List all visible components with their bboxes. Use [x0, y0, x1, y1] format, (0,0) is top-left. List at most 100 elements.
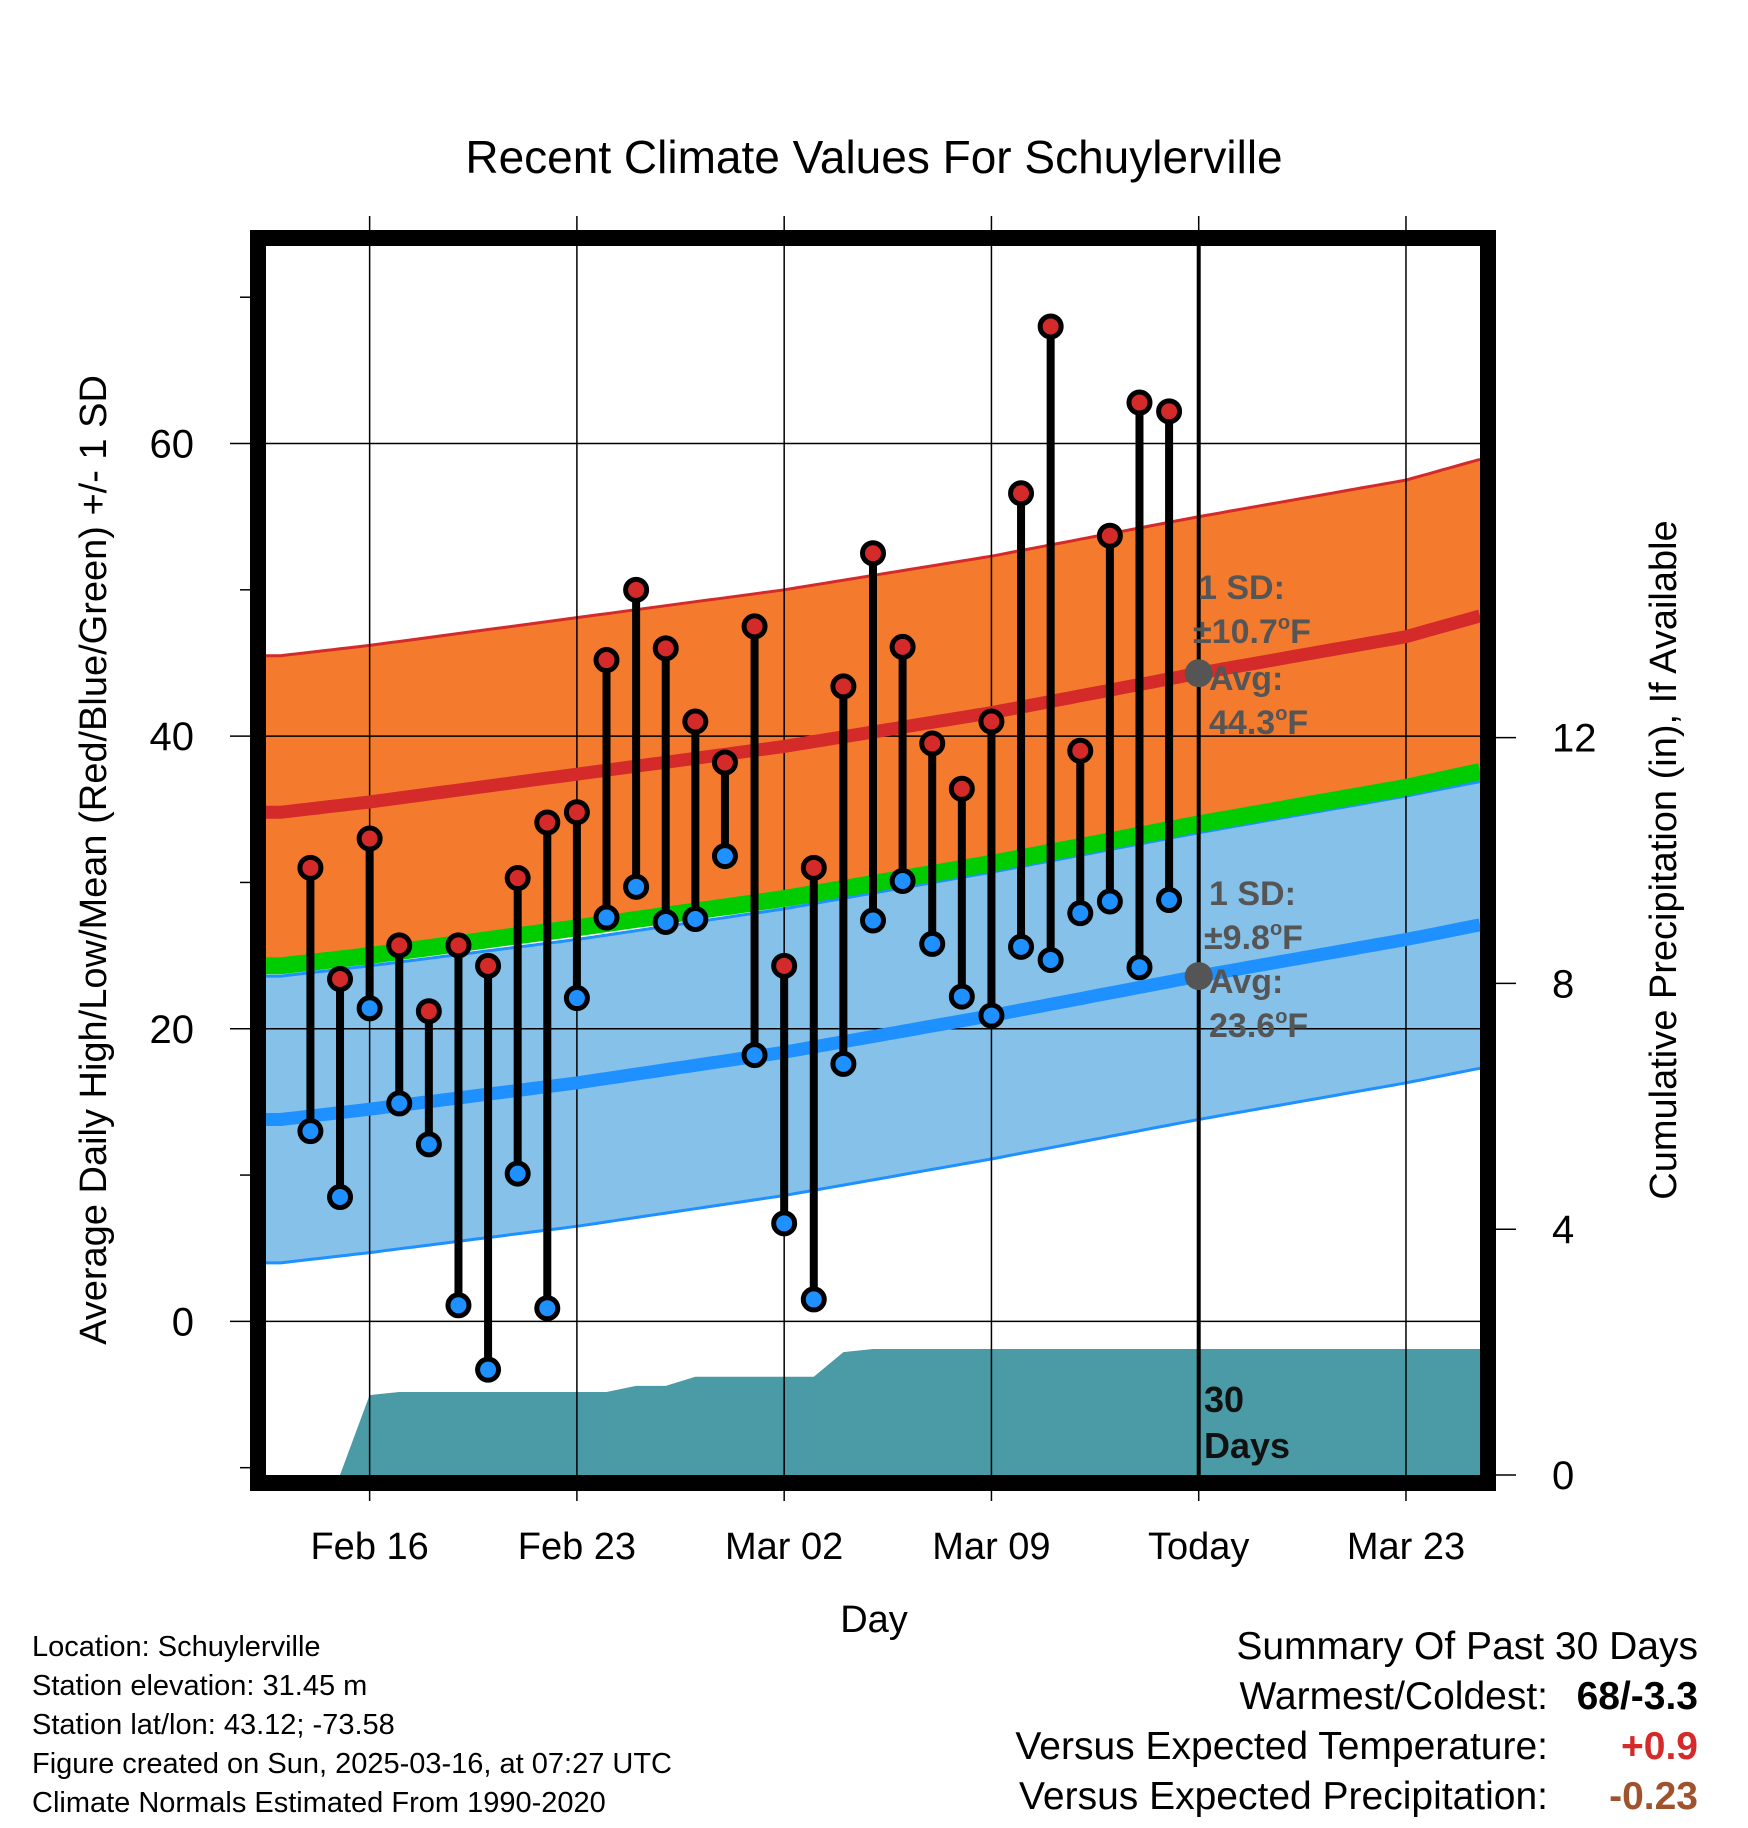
- low-normal-line: [266, 918, 1482, 1126]
- high-temp-point: [978, 708, 1005, 735]
- high-temp-point: [445, 932, 472, 959]
- warmest-label: Warmest/Coldest:: [1239, 1675, 1548, 1718]
- low-temp-point: [563, 985, 590, 1012]
- low-temp-point: [860, 907, 886, 934]
- y-tick-label-left: 40: [150, 715, 195, 759]
- high-temp-point: [652, 635, 679, 662]
- x-tick-label: Feb 23: [518, 1526, 636, 1568]
- high-temp-point: [1126, 389, 1153, 416]
- low-temp-point: [623, 873, 650, 900]
- created-text: Figure created on Sun, 2025-03-16, at 07…: [32, 1748, 672, 1780]
- x-tick-label: Feb 16: [310, 1526, 428, 1568]
- low-sd-label: 1 SD:: [1209, 875, 1296, 913]
- low-temp-point: [978, 1002, 1005, 1029]
- low-temp-point: [919, 930, 946, 957]
- high-temp-point: [800, 854, 827, 881]
- x-tick-label: Mar 02: [725, 1526, 843, 1568]
- precip-value: -0.23: [1609, 1775, 1698, 1818]
- low-temp-point: [1008, 933, 1035, 960]
- low-temp-point: [593, 904, 620, 931]
- low-temp-point: [889, 867, 916, 894]
- low-temp-point: [1156, 887, 1183, 914]
- high-temp-point: [1037, 313, 1064, 340]
- low-band-lower-edge: [266, 1066, 1481, 1265]
- low-temp-point: [327, 1184, 354, 1211]
- low-temp-point: [534, 1295, 561, 1322]
- chart-title: Recent Climate Values For Schuylerville: [465, 131, 1283, 183]
- high-temp-point: [327, 966, 354, 993]
- low-temp-point: [356, 995, 383, 1022]
- high-temp-point: [1156, 398, 1183, 425]
- warmest-value: 68/-3.3: [1576, 1675, 1698, 1718]
- precip-area: [310, 1349, 1480, 1475]
- low-temp-point: [1096, 888, 1123, 915]
- high-temp-point: [1067, 737, 1094, 764]
- plot-frame: [250, 230, 1496, 1491]
- low-avg-label: Avg:: [1209, 963, 1283, 1001]
- low-temp-point: [475, 1356, 502, 1383]
- low-temp-point: [445, 1292, 472, 1319]
- today-low-normal-marker: [1184, 962, 1213, 991]
- days-label-number: 30: [1204, 1379, 1244, 1420]
- high-temp-point: [386, 932, 413, 959]
- high-temp-point: [504, 865, 531, 892]
- precip-label: Versus Expected Precipitation:: [1019, 1775, 1548, 1818]
- high-temp-point: [682, 708, 709, 735]
- y-tick-label-left: 0: [172, 1300, 194, 1344]
- low-temp-point: [711, 843, 738, 870]
- summary-panel: Summary Of Past 30 Days Warmest/Coldest:…: [1015, 1622, 1698, 1822]
- high-temp-point: [1008, 480, 1035, 507]
- low-avg-value: 23.6oF: [1209, 1006, 1308, 1045]
- x-axis-label: Day: [840, 1599, 908, 1641]
- high-temp-point: [771, 952, 798, 979]
- high-temp-point: [919, 730, 946, 757]
- low-temp-point: [830, 1050, 857, 1077]
- low-temp-point: [652, 908, 679, 935]
- high-temp-point: [534, 809, 561, 836]
- high-temp-point: [830, 673, 857, 700]
- low-temp-point: [682, 906, 709, 933]
- y-tick-label-left: 60: [150, 423, 195, 467]
- high-avg-value: 44.3oF: [1209, 703, 1308, 742]
- high-temp-point: [741, 613, 768, 640]
- low-temp-point: [800, 1286, 827, 1313]
- y-tick-label-right: 12: [1552, 717, 1597, 761]
- high-temp-point: [860, 540, 886, 567]
- high-temp-point: [1096, 522, 1123, 549]
- low-temp-point: [386, 1090, 413, 1117]
- normals-text: Climate Normals Estimated From 1990-2020: [32, 1787, 606, 1819]
- x-tick-label: Today: [1148, 1526, 1249, 1568]
- high-temp-point: [563, 799, 590, 826]
- today-high-normal-marker: [1184, 659, 1213, 688]
- location-text: Location: Schuylerville: [32, 1631, 321, 1663]
- low-temp-point: [297, 1118, 324, 1145]
- y-axis-label-right: Cumulative Precipitation (in), If Availa…: [1643, 520, 1685, 1199]
- days-label-text: Days: [1204, 1425, 1290, 1466]
- high-sd-label: 1 SD:: [1198, 569, 1285, 607]
- y-tick-label-right: 4: [1552, 1208, 1574, 1252]
- latlon-text: Station lat/lon: 43.12; -73.58: [32, 1709, 395, 1741]
- y-tick-label-left: 20: [150, 1008, 195, 1052]
- high-temp-point: [297, 854, 324, 881]
- low-temp-point: [415, 1131, 442, 1158]
- high-temp-point: [593, 647, 620, 674]
- high-temp-point: [623, 576, 650, 603]
- low-temp-point: [741, 1042, 768, 1069]
- low-temp-point: [948, 983, 975, 1010]
- x-tick-label: Mar 23: [1347, 1526, 1465, 1568]
- high-temp-point: [948, 775, 975, 802]
- low-temp-point: [1067, 900, 1094, 927]
- y-tick-label-right: 8: [1552, 962, 1574, 1006]
- low-sd-value: ±9.8oF: [1204, 918, 1303, 957]
- high-temp-point: [711, 749, 738, 776]
- x-tick-label: Mar 09: [932, 1526, 1050, 1568]
- low-temp-point: [771, 1210, 798, 1237]
- y-tick-label-right: 0: [1552, 1454, 1574, 1498]
- temp-value: +0.9: [1621, 1725, 1698, 1768]
- summary-heading: Summary Of Past 30 Days: [1236, 1625, 1698, 1668]
- y-axis-label-left: Average Daily High/Low/Mean (Red/Blue/Gr…: [73, 375, 115, 1345]
- temp-label: Versus Expected Temperature:: [1015, 1725, 1548, 1768]
- high-temp-point: [356, 825, 383, 852]
- high-sd-value: ±10.7oF: [1193, 612, 1311, 651]
